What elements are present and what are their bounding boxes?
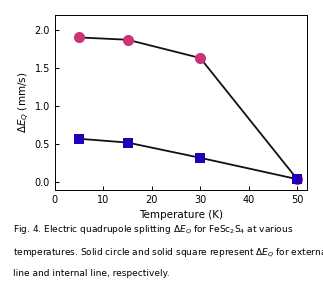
Point <box>77 35 82 40</box>
Point <box>198 155 203 160</box>
Point <box>295 177 300 181</box>
Point <box>198 56 203 60</box>
Point <box>77 136 82 141</box>
Text: Fig. 4. Electric quadrupole splitting $\Delta E_Q$ for FeSc$_2$S$_4$ at various: Fig. 4. Electric quadrupole splitting $\… <box>13 223 293 236</box>
Text: temperatures. Solid circle and solid square represent $\Delta E_Q$ for external: temperatures. Solid circle and solid squ… <box>13 246 323 259</box>
Text: line and internal line, respectively.: line and internal line, respectively. <box>13 269 170 278</box>
Point <box>295 177 300 181</box>
X-axis label: Temperature (K): Temperature (K) <box>139 210 223 220</box>
Y-axis label: $\Delta E_Q$ (mm/s): $\Delta E_Q$ (mm/s) <box>17 72 32 133</box>
Point <box>125 37 130 42</box>
Point <box>125 140 130 145</box>
